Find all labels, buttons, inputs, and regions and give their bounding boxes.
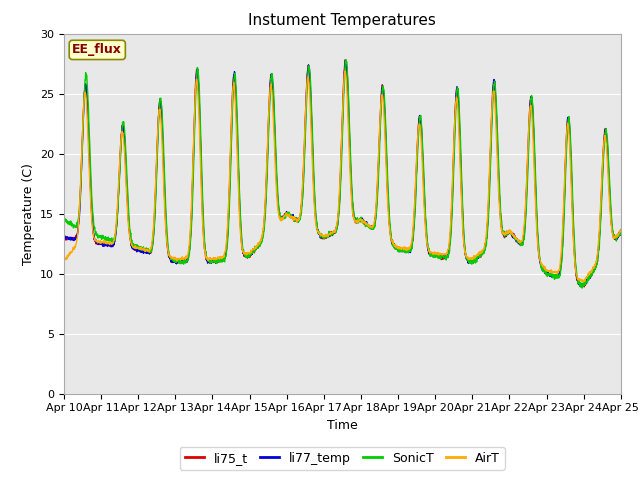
li77_temp bbox=[577, 283, 585, 289]
SonicT bbox=[60, 219, 68, 225]
li77_temp bbox=[359, 216, 367, 222]
SonicT bbox=[579, 285, 586, 291]
Line: li77_temp: li77_temp bbox=[64, 60, 621, 286]
li75_t bbox=[617, 229, 625, 235]
SonicT bbox=[216, 259, 223, 264]
li77_temp bbox=[617, 229, 625, 235]
AirT bbox=[60, 258, 68, 264]
li75_t bbox=[580, 284, 588, 290]
SonicT bbox=[617, 227, 625, 232]
li75_t bbox=[216, 259, 223, 264]
li77_temp bbox=[371, 221, 379, 227]
SonicT bbox=[504, 228, 512, 234]
AirT bbox=[342, 68, 349, 74]
AirT bbox=[580, 279, 588, 285]
li77_temp bbox=[584, 278, 591, 284]
Line: li75_t: li75_t bbox=[64, 60, 621, 287]
Text: EE_flux: EE_flux bbox=[72, 43, 122, 56]
SonicT bbox=[584, 279, 591, 285]
AirT bbox=[617, 228, 625, 233]
Line: SonicT: SonicT bbox=[64, 60, 621, 288]
SonicT bbox=[342, 57, 349, 62]
AirT bbox=[504, 229, 512, 235]
SonicT bbox=[359, 217, 367, 223]
SonicT bbox=[371, 223, 379, 228]
SonicT bbox=[568, 171, 575, 177]
li77_temp bbox=[342, 58, 349, 63]
li75_t bbox=[584, 277, 591, 283]
AirT bbox=[371, 216, 379, 222]
Y-axis label: Temperature (C): Temperature (C) bbox=[22, 163, 35, 264]
li77_temp bbox=[216, 257, 223, 263]
Legend: li75_t, li77_temp, SonicT, AirT: li75_t, li77_temp, SonicT, AirT bbox=[180, 447, 505, 469]
AirT bbox=[359, 218, 367, 224]
li75_t bbox=[342, 57, 349, 62]
AirT bbox=[216, 255, 223, 261]
li77_temp bbox=[504, 230, 512, 236]
li75_t bbox=[504, 231, 512, 237]
li75_t bbox=[60, 233, 68, 239]
li77_temp bbox=[60, 235, 68, 240]
AirT bbox=[584, 273, 591, 279]
li75_t bbox=[371, 218, 379, 224]
AirT bbox=[568, 200, 575, 206]
li75_t bbox=[568, 186, 575, 192]
li75_t bbox=[359, 217, 367, 223]
Title: Instument Temperatures: Instument Temperatures bbox=[248, 13, 436, 28]
X-axis label: Time: Time bbox=[327, 419, 358, 432]
Line: AirT: AirT bbox=[64, 71, 621, 282]
li77_temp bbox=[568, 182, 575, 188]
